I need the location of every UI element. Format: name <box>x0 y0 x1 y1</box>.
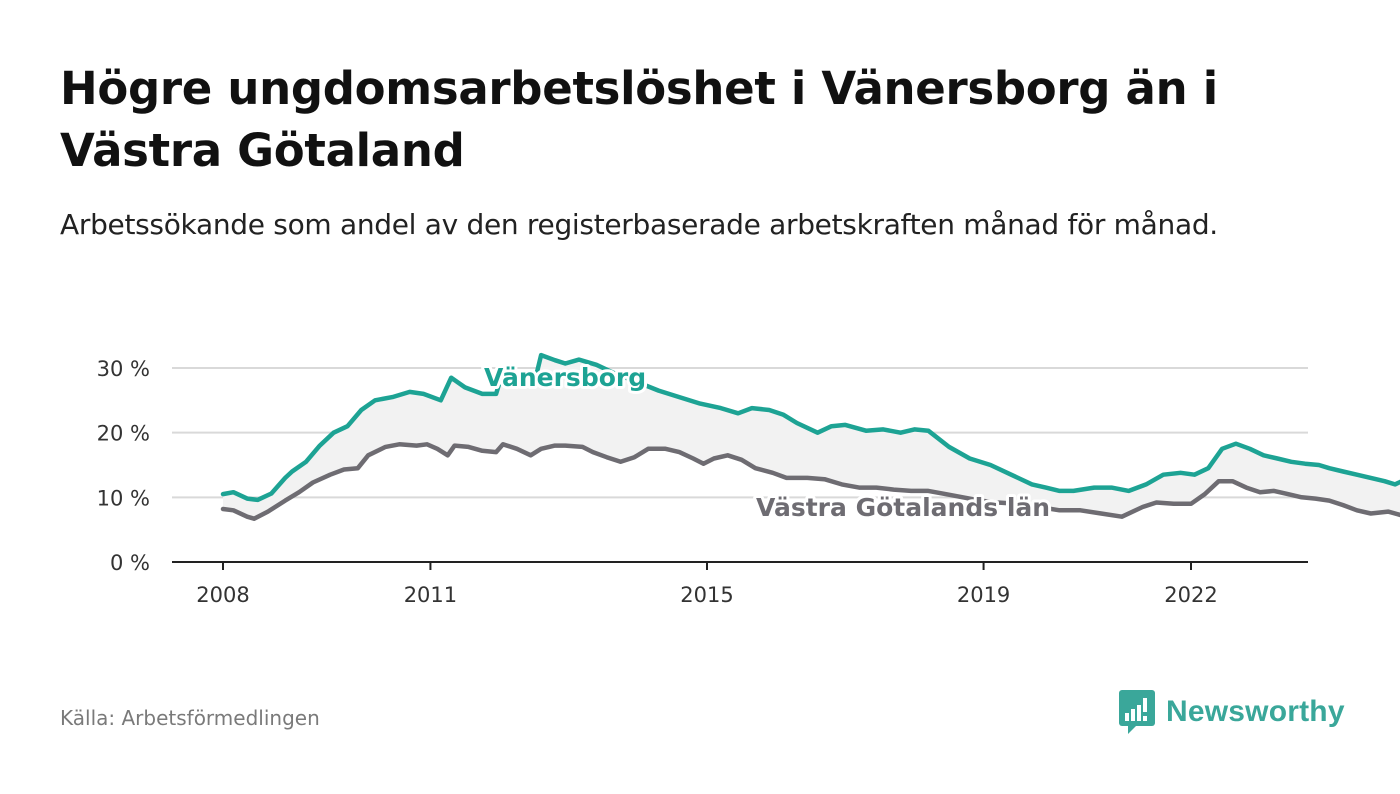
x-tick-label: 2022 <box>1164 583 1217 607</box>
series-label-vastra-gotaland: Västra Götalands län <box>756 493 1050 522</box>
x-tick-label: 2011 <box>404 583 457 607</box>
x-tick-label: 2019 <box>957 583 1010 607</box>
x-tick-label: 2008 <box>196 583 249 607</box>
axes: 0 % 10 % 20 % 30 % 2008 2011 2015 2019 2022 <box>97 357 1308 607</box>
brand-name: Newsworthy <box>1166 695 1345 728</box>
chart-title: Högre ungdomsarbetslöshet i Vänersborg ä… <box>60 62 1218 177</box>
series-lines <box>220 352 1400 521</box>
y-tick-label: 30 % <box>97 357 150 381</box>
y-tick-label: 0 % <box>110 551 150 575</box>
series-line-vastra-gotaland <box>220 442 1400 521</box>
y-tick-label: 10 % <box>97 486 150 510</box>
source-note: Källa: Arbetsförmedlingen <box>60 706 320 730</box>
series-line-vanersborg <box>220 352 1400 503</box>
chart-subtitle: Arbetssökande som andel av den registerb… <box>60 208 1218 241</box>
y-tick-label: 20 % <box>97 422 150 446</box>
newsworthy-logo-icon <box>1119 690 1155 734</box>
difference-band <box>223 355 1400 519</box>
series-label-vanersborg: Vänersborg <box>484 363 646 392</box>
brand-logo: Newsworthy <box>1118 688 1345 736</box>
x-tick-label: 2015 <box>680 583 733 607</box>
